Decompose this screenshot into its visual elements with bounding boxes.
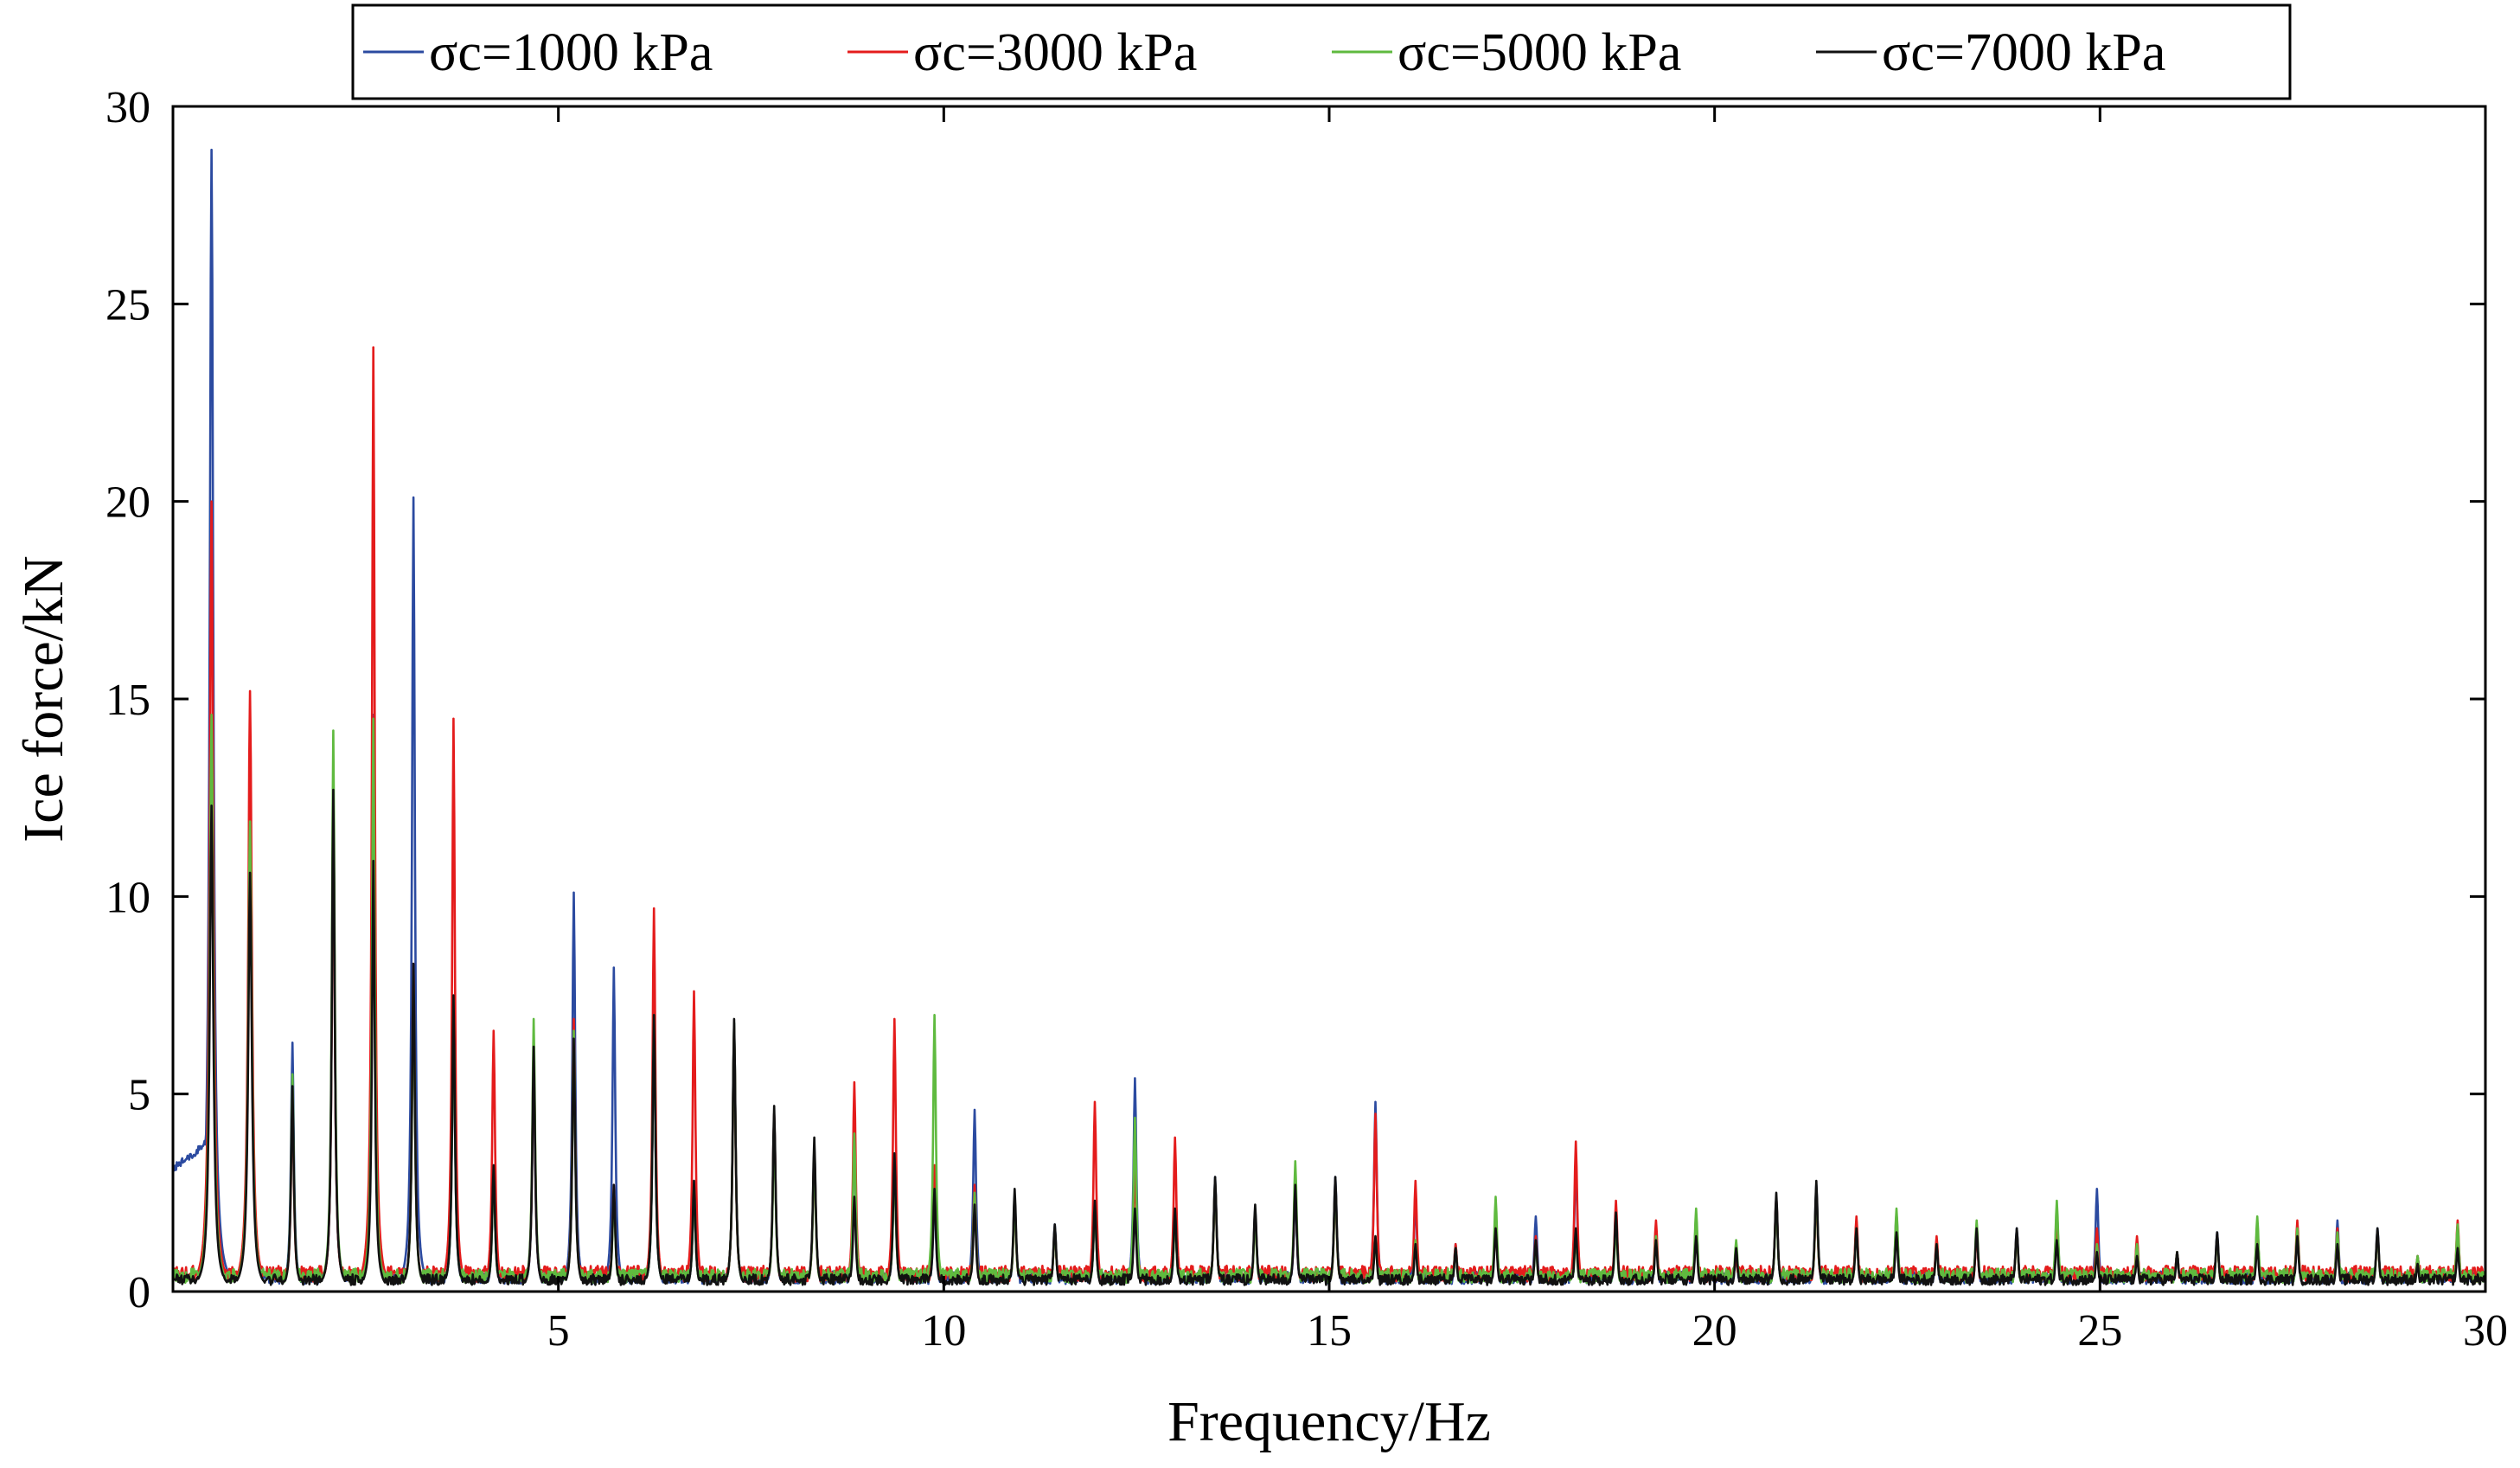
ticks-layer: 5 10 15 20 25 30 0 5 10 15 20 25 30 [106,83,2508,1356]
y-axis-label: Ice force/kN [12,555,75,843]
legend-label-sc1000: σc=1000 kPa [429,23,713,82]
x-axis-label: Frequency/Hz [1167,1390,1491,1453]
legend-box [351,3,2292,100]
legend-label-sc5000: σc=5000 kPa [1398,23,1681,82]
legend-label-sc3000: σc=3000 kPa [913,23,1197,82]
x-tick-label: 25 [2077,1306,2122,1356]
y-tick-label: 25 [106,280,150,330]
x-tick-label: 10 [921,1306,966,1356]
y-tick-label: 20 [106,478,150,528]
plot-area [173,106,2485,1292]
x-tick-label: 30 [2463,1306,2508,1356]
y-tick-label: 10 [106,873,150,922]
legend: σc=1000 kPa σc=3000 kPa σc=5000 kPa σc=7000… [351,3,2292,100]
y-tick-label: 5 [128,1071,150,1120]
legend-label-sc7000: σc=7000 kPa [1882,23,2165,82]
y-tick-label: 30 [106,83,150,132]
y-tick-label: 0 [128,1268,150,1317]
x-tick-label: 20 [1692,1306,1737,1356]
y-tick-label: 15 [106,676,150,725]
x-tick-label: 15 [1307,1306,1352,1356]
x-tick-label: 5 [547,1306,570,1356]
